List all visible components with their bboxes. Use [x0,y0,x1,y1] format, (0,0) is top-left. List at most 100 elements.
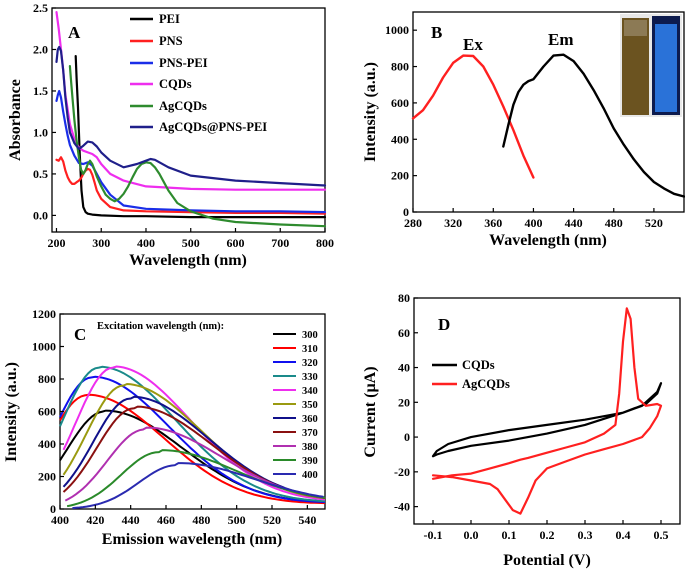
panel-c-legend: 300 310 320 330 340 350 360 370 380 390 400 [273,330,318,481]
panel-c-letter: C [74,325,86,344]
panel-b: 280 320 360 400 440 480 520 0 200 400 600 800 1000 B… [362,11,685,249]
panel-c-series-400 [72,462,324,510]
panel-a-xlabel: Wavelength (nm) [129,252,247,269]
panel-b-ytick-label-0: 0 [403,205,409,219]
panel-c-legend-label-350: 350 [302,400,318,411]
legend-label-pns-pei: PNS-PEI [159,56,208,70]
panel-b-xlabel: Wavelength (nm) [489,232,607,249]
panel-c-ytick-label-0: 0 [50,502,56,516]
panel-b-ytick-label-5: 1000 [385,23,409,37]
panel-d-xtick-label-1: 0.0 [464,528,479,542]
panel-b-letter: B [431,23,442,42]
panel-d-xlabel: Potential (V) [503,552,591,569]
panel-d-xtick-label-0: -0.1 [424,528,443,542]
panel-d-xtick-label-5: 0.4 [616,528,631,542]
legend-label-cqds: CQDs [159,77,192,91]
panel-b-xtick-label-2: 360 [484,216,502,230]
panel-d-ytick-label-1: -20 [394,465,410,479]
panel-b-xtick-label-5: 480 [605,216,623,230]
panel-c-ylabel: Intensity (a.u.) [3,362,20,462]
panel-c-ytick-label-4: 800 [38,372,56,386]
panel-a-frame [51,7,326,233]
panel-d-xtick-label-4: 0.3 [578,528,593,542]
panel-b-ytick-label-2: 400 [391,132,409,146]
panel-d-series-agcqds [431,307,663,515]
panel-c-xtick-label-1: 420 [86,513,104,527]
panel-c-series-group [59,365,326,510]
panel-b-xtick-label-3: 400 [524,216,542,230]
panel-d-ytick-label-4: 40 [398,361,410,375]
legend-label-cqds-cv: CQDs [462,358,495,372]
panel-c-series-310 [59,393,326,505]
panel-c-ytick-label-2: 400 [38,437,56,451]
vial-uv-glow [655,24,677,112]
legend-label-agcqds: AgCQDs [159,99,207,113]
panel-a-xtick-label-0: 200 [47,236,65,250]
panel-a-xtick-label-4: 600 [226,236,244,250]
panel-c-legend-title: Excitation wavelength (nm): [97,321,224,332]
panel-a-xtick-label-5: 700 [271,236,289,250]
panel-b-ex-annotation: Ex [463,35,483,54]
panel-b-em-annotation: Em [548,30,574,49]
panel-d-ytick-label-3: 20 [398,395,410,409]
panel-c-legend-label-330: 330 [302,372,318,383]
panel-a-ylabel: Absorbance [7,79,24,161]
panel-c-series-320 [59,375,326,504]
panel-c-xtick-label-7: 540 [298,513,316,527]
panel-d-series-cqds [431,382,663,458]
panel-c-ytick-label-1: 200 [38,470,56,484]
panel-a-xtick-label-1: 300 [92,236,110,250]
panel-d-ytick-label-6: 80 [398,291,410,305]
panel-a-series-agcqds-pns-pei [55,45,327,187]
panel-a-series-agcqds [68,64,327,228]
panel-d-ytick-label-5: 60 [398,326,410,340]
panel-d-xtick-label-3: 0.2 [540,528,555,542]
panel-c-series-330 [59,365,326,503]
panel-c-legend-label-360: 360 [302,414,318,425]
legend-label-pns: PNS [159,34,183,48]
panel-c: 400 420 440 460 480 500 520 540 0 200 400 600 800 100… [3,307,326,548]
panel-d-xtick-label-6: 0.5 [654,528,669,542]
legend-label-agcqds-pns-pei: AgCQDs@PNS-PEI [159,120,267,134]
panel-a-series-pns-pei [55,89,327,214]
panel-c-legend-label-370: 370 [302,428,318,439]
panel-c-ticks-group: 400 420 440 460 480 500 520 540 0 200 400 600 800 100… [32,307,316,527]
panel-c-ytick-label-3: 600 [38,405,56,419]
panel-d-ytick-label-2: 0 [404,430,410,444]
panel-a: 200 300 400 500 600 700 8000.00.51.01.52.02.5 … [7,1,334,269]
panel-c-xtick-label-0: 400 [51,513,69,527]
vials-photo-inset [620,14,682,117]
panel-d-frame [413,297,681,525]
panel-b-ticks-group: 280 320 360 400 440 480 520 0 200 400 600 800 1000 [385,23,663,230]
vial-daylight-cap [624,20,647,36]
panel-d-series-group [431,307,663,515]
panel-d-ytick-label-0: -40 [394,500,410,514]
panel-c-xtick-label-4: 480 [192,513,210,527]
panel-c-xtick-label-3: 460 [157,513,175,527]
panel-a-legend: PEI PNS PNS-PEI CQDs AgCQDs AgCQDs@PNS-P… [130,12,267,134]
panel-c-legend-label-400: 400 [302,470,318,481]
panel-a-ytick-label-2: 1.0 [33,125,48,139]
panel-a-xtick-label-6: 800 [316,236,334,250]
panel-a-ytick-label-3: 1.5 [33,84,48,98]
panel-a-ytick-label-4: 2.0 [33,42,48,56]
panel-c-legend-label-380: 380 [302,442,318,453]
panel-c-ytick-label-5: 1000 [32,340,56,354]
panel-b-xtick-label-1: 320 [444,216,462,230]
panel-b-xtick-label-6: 520 [645,216,663,230]
panel-a-series-pei [74,54,327,219]
panel-b-xtick-label-4: 440 [565,216,583,230]
legend-label-agcqds-cv: AgCQDs [462,377,510,391]
panel-c-xtick-label-6: 520 [263,513,281,527]
panel-d-ylabel: Current (µA) [362,366,379,457]
panel-c-legend-label-320: 320 [302,358,318,369]
panel-a-series-pns [55,156,327,215]
panel-b-series-group [411,53,685,198]
panel-c-xtick-label-5: 500 [228,513,246,527]
panel-b-series-em [502,53,685,198]
panel-a-ytick-label-0: 0.0 [33,208,48,222]
panel-c-legend-label-300: 300 [302,330,318,341]
panel-a-xtick-label-2: 400 [137,236,155,250]
